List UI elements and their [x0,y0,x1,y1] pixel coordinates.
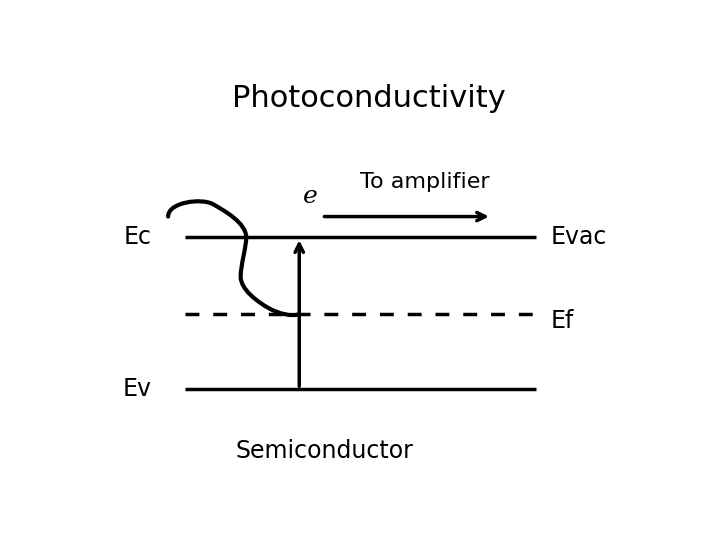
Text: Evac: Evac [550,225,607,249]
Text: Ef: Ef [550,308,574,333]
Text: Photoconductivity: Photoconductivity [232,84,506,112]
Text: Semiconductor: Semiconductor [235,440,413,463]
Text: To amplifier: To amplifier [360,172,490,192]
Text: Ec: Ec [123,225,151,249]
Text: e: e [303,185,318,208]
Text: Ev: Ev [123,377,152,401]
